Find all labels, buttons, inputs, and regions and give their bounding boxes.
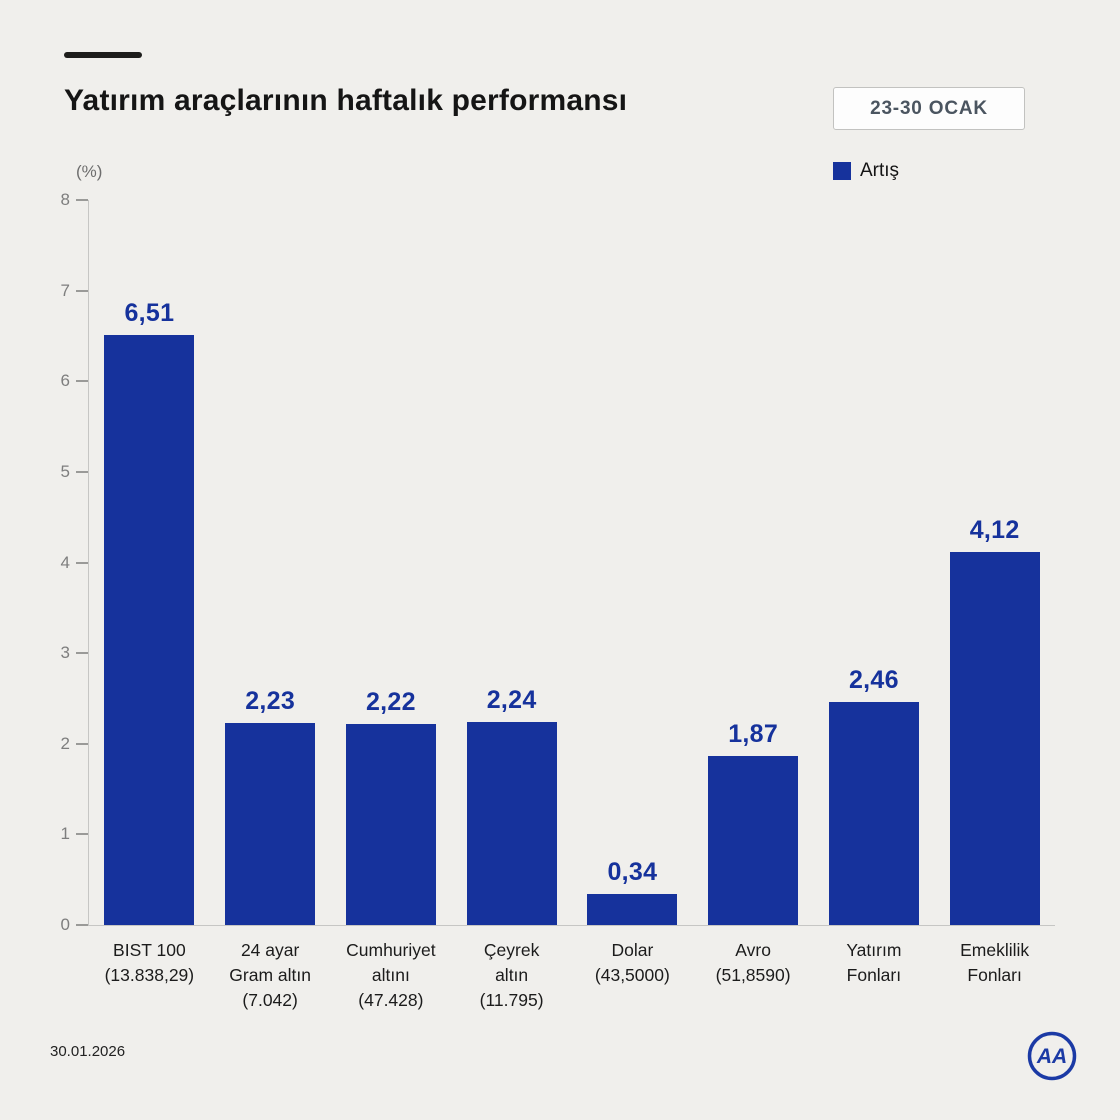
y-tick-label: 3 [60,643,70,663]
bar [708,755,799,925]
bar [587,894,678,925]
bar-column: 0,34 [572,200,693,925]
y-tick-label: 4 [60,552,70,572]
date-badge: 23-30 OCAK [833,87,1025,130]
title-dash [64,52,142,58]
bar-value-label: 4,12 [969,515,1020,544]
bar-value-label: 2,46 [848,666,899,695]
y-axis: 0 1 2 3 4 5 6 7 8 [28,190,88,934]
page-title: Yatırım araçlarının haftalık performansı [64,84,628,117]
bar [345,723,436,925]
bar-column: 1,87 [693,200,814,925]
bar-value-label: 2,24 [486,686,537,714]
y-tick-label: 6 [60,371,70,391]
y-tick-mark [76,470,88,473]
bar-column: 4,12 [934,200,1055,925]
aa-logo-text: AA [1036,1045,1067,1068]
bar [104,335,195,925]
y-tick-mark [76,380,88,383]
bar-value-label: 1,87 [728,719,779,748]
bar-column: 2,46 [814,200,935,925]
aa-logo: AA [1027,1031,1077,1081]
y-tick-mark [76,652,88,655]
y-tick-label: 8 [60,190,70,209]
y-tick-mark [76,199,88,201]
x-axis-labels: BIST 100 (13.838,29) 24 ayar Gram altın (7.0… [89,938,1055,1013]
x-axis-category-label: Yatırım Fonları [846,940,902,985]
bar-column: 2,23 [210,200,331,925]
y-tick-label: 0 [60,915,70,934]
y-tick-mark [76,561,88,564]
bar-column: 2,22 [331,200,452,925]
x-axis-line [88,925,1055,926]
x-axis-category-label: 24 ayar Gram altın (7.042) [229,940,311,1010]
bar-column: 6,51 [89,200,210,925]
y-tick-label: 7 [60,280,70,300]
x-axis-category-label: Dolar (43,5000) [594,940,670,985]
x-axis-category-label: Avro (51,8590) [715,940,791,985]
legend-color-swatch [833,162,851,180]
bar-value-label: 2,22 [365,687,416,716]
y-tick-mark [76,289,88,292]
date-badge-label: 23-30 OCAK [870,97,988,119]
bar [828,702,919,925]
y-tick-label: 5 [60,461,70,481]
y-axis-line [88,200,89,926]
footer-date: 30.01.2026 [50,1043,126,1060]
y-axis-unit-label: (%) [76,162,103,181]
bar-value-label: 6,51 [124,299,175,328]
bar [225,722,316,925]
y-tick-mark [76,742,88,745]
legend: Artış [833,160,899,182]
y-tick-mark [76,924,88,926]
bar [949,551,1040,925]
y-tick-label: 1 [60,824,70,844]
bars-row: 6,51 2,23 2,22 2,24 0,34 1,87 2,46 4,12 [89,200,1055,925]
x-axis-category-label: BIST 100 (13.838,29) [104,940,195,985]
bar-column: 2,24 [451,200,572,925]
x-axis-category-label: Emeklilik Fonları [960,940,1030,985]
legend-label: Artış [860,160,900,181]
x-axis-category-label: Çeyrek altın (11.795) [479,940,544,1010]
bar [466,722,557,925]
bar-value-label: 2,23 [245,686,296,715]
bar-value-label: 0,34 [607,858,658,887]
x-axis-category-label: Cumhuriyet altını (47.428) [346,940,436,1010]
y-tick-label: 2 [60,733,70,753]
y-tick-mark [76,833,88,836]
